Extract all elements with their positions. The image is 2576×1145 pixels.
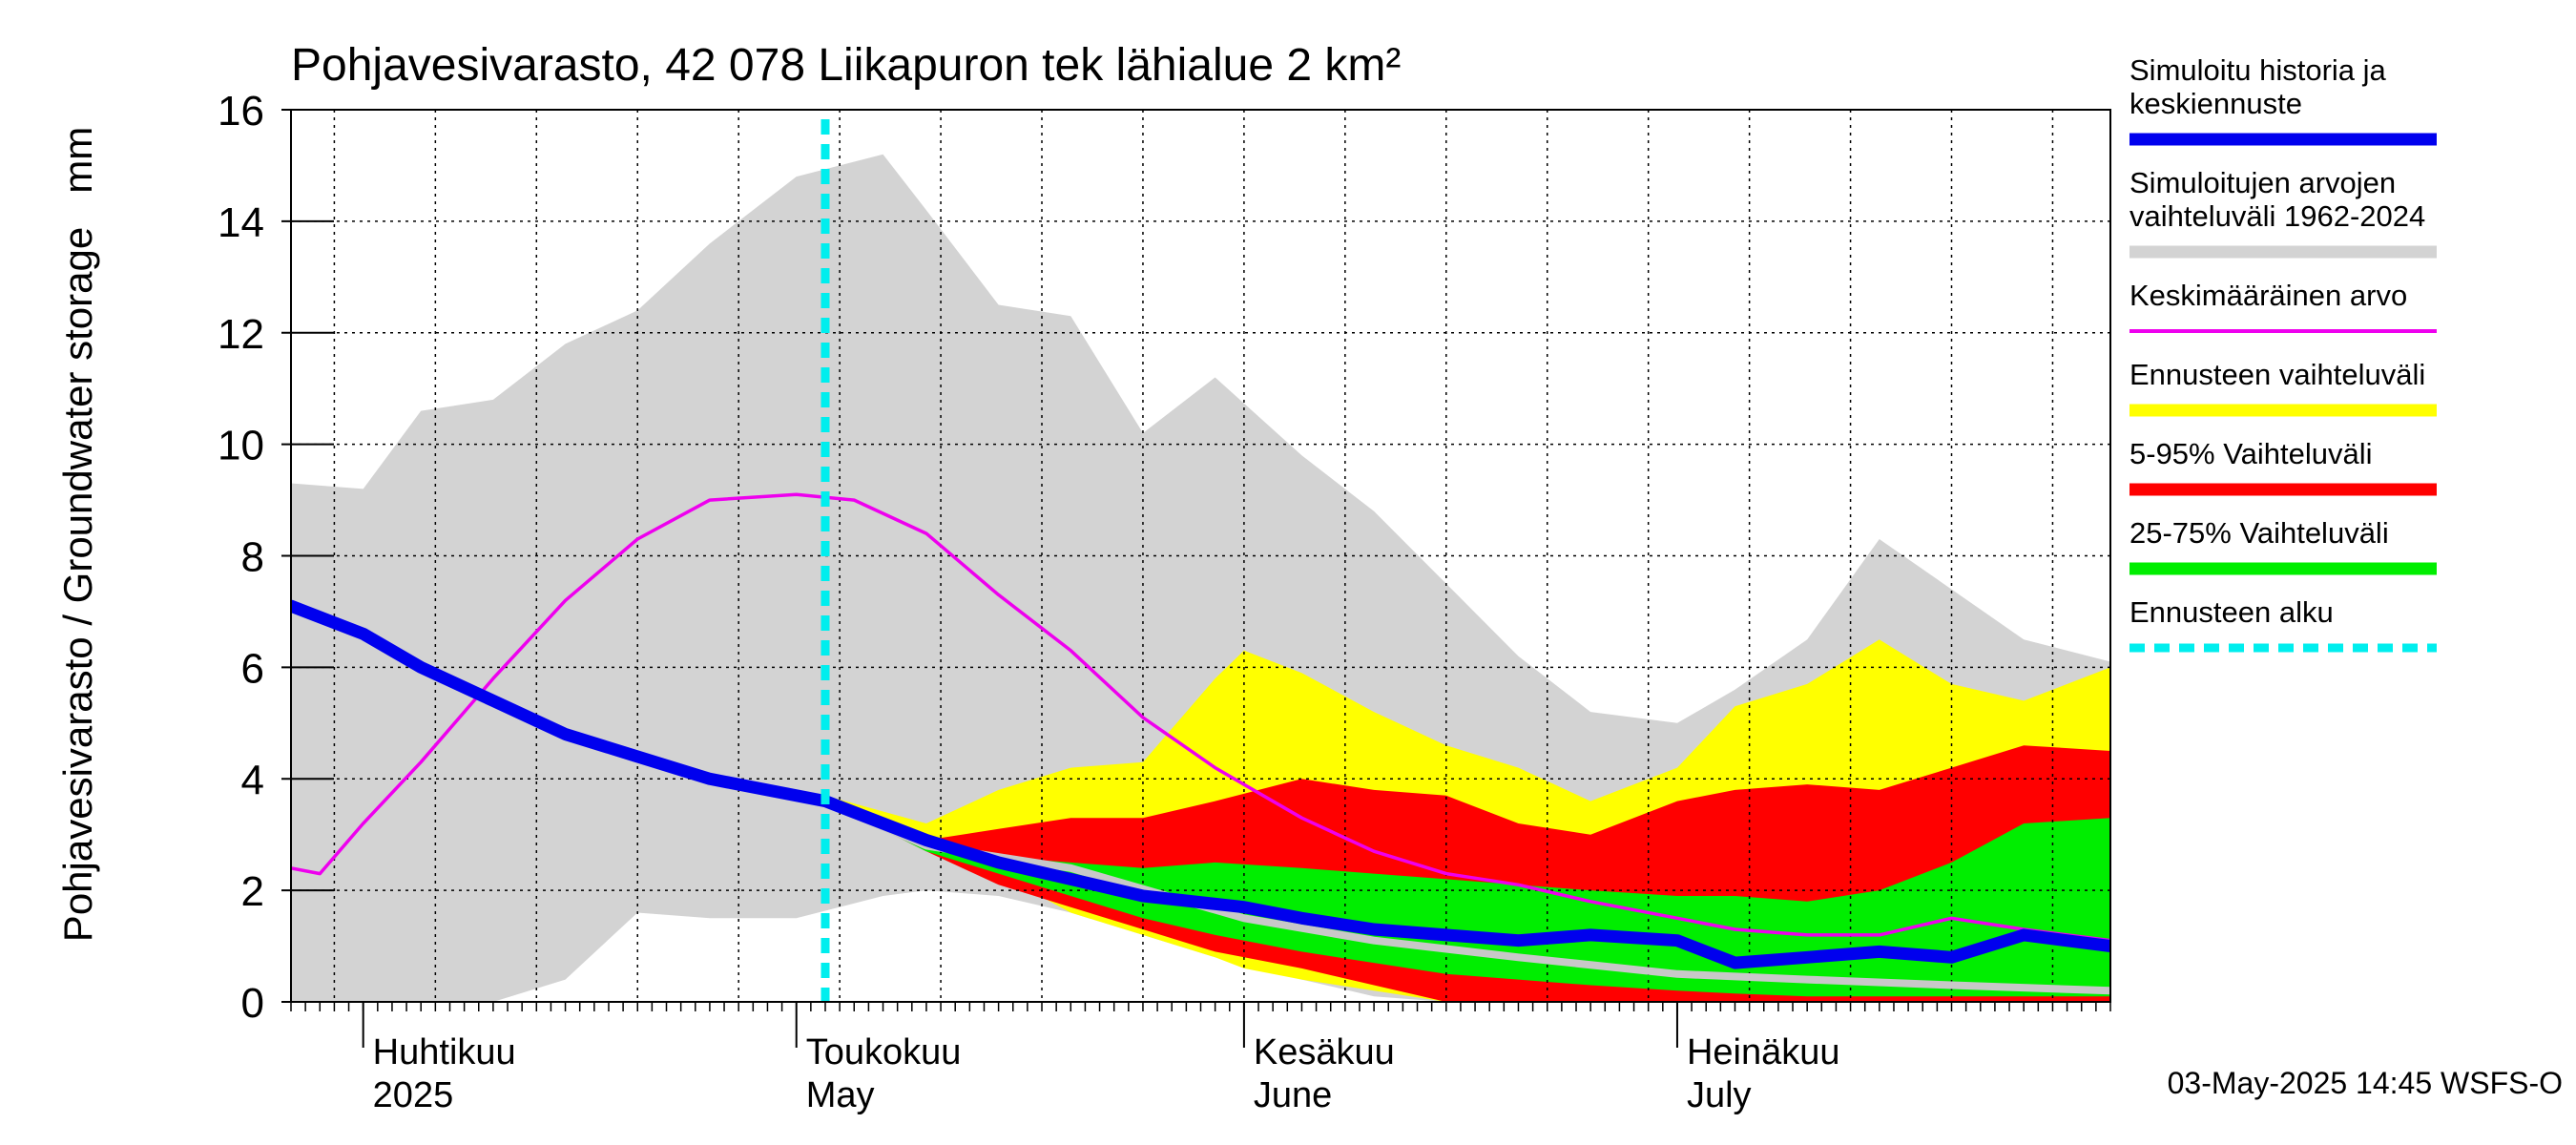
line-history <box>291 599 2110 969</box>
legend-label-history: Simuloitu historia ja <box>2129 53 2387 87</box>
y-tick-label: 4 <box>241 757 264 803</box>
chart-title: Pohjavesivarasto, 42 078 Liikapuron tek … <box>291 40 1401 91</box>
legend-label-history: keskiennuste <box>2129 87 2302 120</box>
x-month-label: Heinäkuu <box>1687 1032 1840 1072</box>
x-month-label: Huhtikuu <box>373 1032 516 1072</box>
y-tick-label: 14 <box>218 199 264 246</box>
x-month-label: Toukokuu <box>806 1032 962 1072</box>
line-mean <box>291 492 2110 943</box>
legend-label-p25_75: 25-75% Vaihteluväli <box>2129 516 2389 550</box>
y-tick-label: 6 <box>241 645 264 692</box>
x-month-label: Kesäkuu <box>1254 1032 1395 1072</box>
grid-lines <box>291 110 2110 1002</box>
x-month-sublabel: July <box>1687 1075 1752 1115</box>
y-axis-label: Pohjavesivarasto / Groundwater storage m… <box>55 127 100 942</box>
y-tick-label: 0 <box>241 980 264 1027</box>
timestamp-label: 03-May-2025 14:45 WSFS-O <box>2168 1066 2563 1100</box>
y-tick-label: 12 <box>218 311 264 358</box>
band-p25_75 <box>825 801 2110 997</box>
y-tick-label: 10 <box>218 423 264 469</box>
series-group <box>291 110 2110 1002</box>
x-month-sublabel: May <box>806 1075 875 1115</box>
legend-label-mean: Keskimääräinen arvo <box>2129 279 2407 312</box>
x-month-sublabel: June <box>1254 1075 1332 1115</box>
legend-label-range: Simuloitujen arvojen <box>2129 166 2396 199</box>
plot-area <box>291 110 2110 1002</box>
legend-label-p5_95: 5-95% Vaihteluväli <box>2129 437 2372 470</box>
y-tick-label: 8 <box>241 534 264 581</box>
x-month-sublabel: 2025 <box>373 1075 454 1115</box>
legend-label-range: vaihteluväli 1962-2024 <box>2129 199 2425 233</box>
y-tick-label: 2 <box>241 868 264 915</box>
y-tick-label: 16 <box>218 88 264 135</box>
legend-label-forecast_start: Ennusteen alku <box>2129 595 2334 629</box>
legend-label-forecast_range: Ennusteen vaihteluväli <box>2129 358 2425 391</box>
